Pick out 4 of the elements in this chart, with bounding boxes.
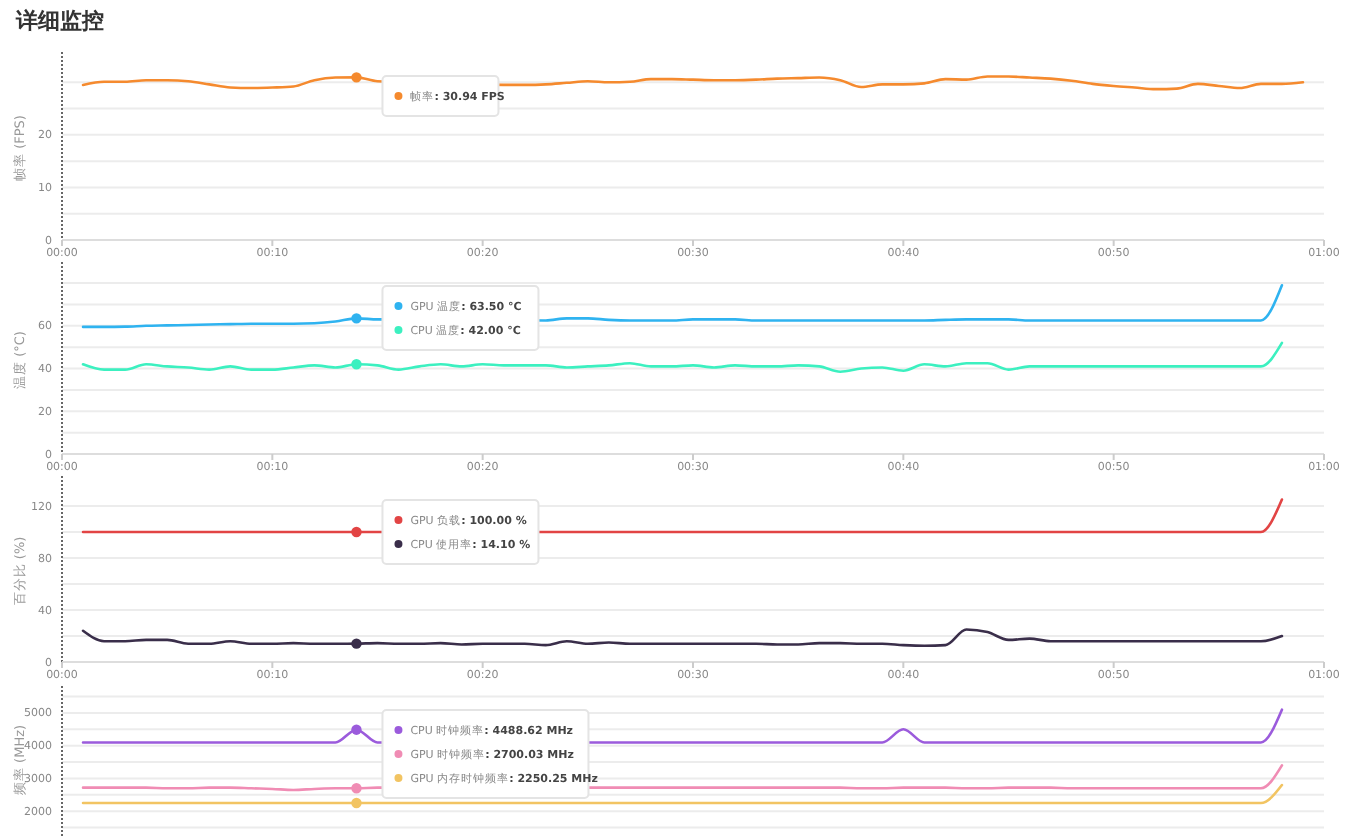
line-series	[81, 75, 1305, 91]
line-series	[81, 628, 1284, 648]
line-series	[81, 341, 1284, 374]
chart-title: 详细监控	[14, 8, 104, 34]
